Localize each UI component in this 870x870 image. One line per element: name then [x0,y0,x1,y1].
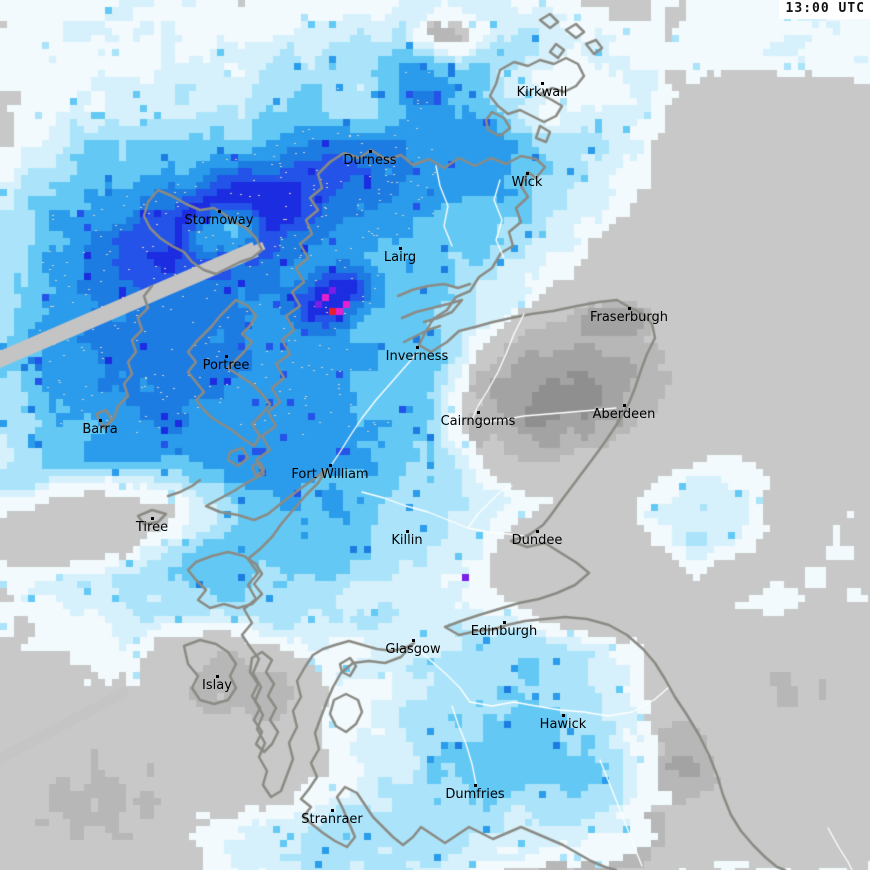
city-label: Edinburgh [470,624,538,639]
city-label: Tiree [135,520,169,535]
city-dot [369,150,372,153]
city-label: Islay [202,678,232,693]
city-dot [99,419,102,422]
city-dot [225,355,228,358]
city-label: Kirkwall [516,85,568,100]
city-label: Killin [391,533,423,548]
city-label: Portree [202,358,250,373]
city-dot [477,411,480,414]
timestamp-text: 13:00 UTC [785,1,865,16]
city-label: Fraserburgh [589,310,669,325]
city-dot [628,307,631,310]
city-label: Lairg [383,250,417,265]
city-label: Dundee [511,533,563,548]
city-dot [503,621,506,624]
timestamp-badge: 13:00 UTC [778,0,870,19]
city-label: Inverness [385,349,449,364]
city-dot [399,247,402,250]
city-label: Cairngorms [440,414,516,429]
city-label: Hawick [539,717,587,732]
city-label: Fort William [291,467,369,482]
city-dot [331,809,334,812]
city-dot [536,530,539,533]
city-dot [151,517,154,520]
city-label: Stranraer [301,812,363,827]
city-dot [329,464,332,467]
city-dot [416,346,419,349]
city-label: Aberdeen [592,407,656,422]
city-dot [526,172,529,175]
city-label: Durness [343,153,397,168]
city-label: Glasgow [385,642,441,657]
city-dot [218,210,221,213]
city-label: Stornoway [184,213,254,228]
city-dot [412,639,415,642]
city-dot [541,82,544,85]
city-dot [562,714,565,717]
city-dot [474,784,477,787]
city-dot [216,675,219,678]
city-label: Barra [82,422,118,437]
city-label: Wick [511,175,543,190]
city-dot [623,404,626,407]
city-label: Dumfries [445,787,505,802]
city-dot [406,530,409,533]
